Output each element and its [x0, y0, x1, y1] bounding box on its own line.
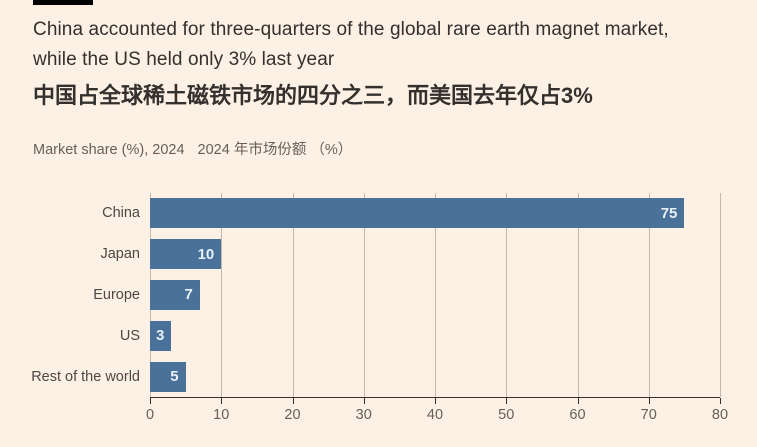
- axis-tick: [648, 398, 650, 404]
- gridline: [720, 193, 721, 397]
- bar-value-label: 7: [184, 286, 193, 304]
- axis-tick: [363, 398, 365, 404]
- gridline: [292, 193, 294, 397]
- gridline: [577, 193, 579, 397]
- category-label: China: [102, 205, 140, 222]
- axis-tick-label: 80: [711, 407, 729, 423]
- bar-value-label: 10: [197, 245, 215, 263]
- axis-tick: [506, 398, 508, 404]
- category-label: Rest of the world: [31, 368, 140, 385]
- bar-row: 75: [150, 193, 720, 234]
- axis-tick: [720, 398, 721, 404]
- bar-chart: China Japan Europe US Rest of the world 75 10…: [0, 193, 757, 433]
- chart-title-en: China accounted for three-quarters of th…: [33, 15, 739, 75]
- category-label: Europe: [93, 286, 140, 303]
- gridline: [506, 193, 508, 397]
- bar-value-label: 75: [660, 204, 678, 222]
- bar: 10: [150, 239, 222, 270]
- bar-rows: 75 10 7 3 5: [150, 193, 720, 397]
- bar: 3: [150, 320, 172, 351]
- bar-row: 7: [150, 275, 720, 316]
- plot-area: 75 10 7 3 5: [150, 193, 721, 397]
- chart-title-line1: China accounted for three-quarters of th…: [33, 19, 669, 40]
- axis-tick-label: 60: [569, 407, 586, 423]
- gridline: [648, 193, 650, 397]
- chart-title-line2: while the US held only 3% last year: [33, 49, 335, 70]
- axis-tick-label: 70: [640, 407, 657, 423]
- axis-tick: [435, 398, 436, 404]
- axis-tick-label: 10: [213, 407, 230, 423]
- chart-header: China accounted for three-quarters of th…: [33, 15, 739, 159]
- gridline: [435, 193, 436, 397]
- axis-tick: [150, 398, 151, 404]
- axis-tick-label: 30: [355, 407, 372, 423]
- bar-row: 3: [150, 315, 720, 356]
- category-label: Japan: [100, 246, 140, 263]
- chart-subtitle-en: Market share (%), 2024: [33, 142, 185, 158]
- chart-title-zh: 中国占全球稀土磁铁市场的四分之三，而美国去年仅占3%: [33, 83, 593, 108]
- axis-tick-label: 50: [498, 407, 515, 423]
- chart-subtitle-zh: 2024 年市场份额 （%）: [197, 142, 353, 158]
- gridline: [221, 193, 223, 397]
- top-accent-bar: [33, 0, 93, 5]
- bar: 75: [150, 198, 685, 229]
- chart-subtitle: Market share (%), 2024 2024 年市场份额 （%）: [33, 141, 739, 159]
- bar: 7: [150, 279, 200, 310]
- axis-tick: [292, 398, 294, 404]
- bar-row: 10: [150, 234, 720, 275]
- axis-tick-label: 40: [426, 407, 444, 423]
- axis-tick: [577, 398, 579, 404]
- category-labels: China Japan Europe US Rest of the world: [0, 193, 140, 397]
- axis-tick-label: 0: [145, 407, 155, 423]
- axis-tick-label: 20: [284, 407, 301, 423]
- bar-value-label: 3: [156, 327, 165, 345]
- gridline: [363, 193, 365, 397]
- bar-row: 5: [150, 356, 720, 397]
- axis-tick: [221, 398, 223, 404]
- bar-value-label: 5: [170, 368, 179, 386]
- x-axis: 0 10 20 30 40 50 60 70 80: [146, 397, 728, 428]
- bar: 5: [150, 361, 186, 392]
- category-label: US: [119, 327, 140, 344]
